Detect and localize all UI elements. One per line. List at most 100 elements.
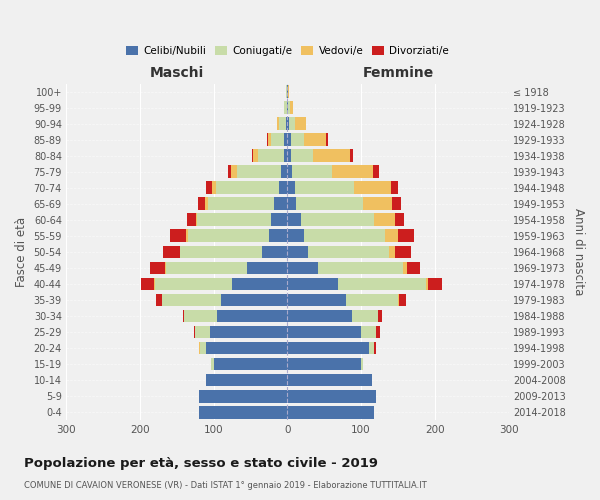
Bar xyxy=(361,358,364,370)
Bar xyxy=(229,166,232,178)
Bar xyxy=(274,198,287,210)
Bar xyxy=(232,166,237,178)
Bar xyxy=(206,342,287,354)
Bar xyxy=(287,134,291,146)
Bar xyxy=(170,230,187,242)
Bar xyxy=(326,134,328,146)
Bar xyxy=(154,278,155,290)
Bar xyxy=(313,150,350,162)
Text: Popolazione per età, sesso e stato civile - 2019: Popolazione per età, sesso e stato civil… xyxy=(24,458,378,470)
Bar xyxy=(295,118,306,130)
Bar xyxy=(296,198,362,210)
Bar xyxy=(269,230,287,242)
Bar xyxy=(287,326,361,338)
Bar xyxy=(214,358,287,370)
Bar xyxy=(287,102,288,114)
Bar xyxy=(195,326,210,338)
Bar xyxy=(278,118,286,130)
Bar xyxy=(206,182,212,194)
Bar xyxy=(199,390,287,402)
Bar xyxy=(286,118,287,130)
Bar xyxy=(374,342,376,354)
Bar xyxy=(287,342,368,354)
Bar xyxy=(287,374,372,386)
Bar xyxy=(398,294,399,306)
Bar xyxy=(373,166,379,178)
Bar xyxy=(278,182,287,194)
Bar xyxy=(166,262,247,274)
Legend: Celibi/Nubili, Coniugati/e, Vedovi/e, Divorziati/e: Celibi/Nubili, Coniugati/e, Vedovi/e, Di… xyxy=(122,42,453,60)
Bar xyxy=(288,86,289,98)
Bar xyxy=(291,150,313,162)
Bar xyxy=(361,326,376,338)
Bar xyxy=(216,182,278,194)
Bar xyxy=(217,310,287,322)
Bar xyxy=(319,262,403,274)
Bar xyxy=(407,262,420,274)
Bar xyxy=(287,166,292,178)
Bar xyxy=(389,246,395,258)
Bar xyxy=(428,278,442,290)
Bar xyxy=(253,150,258,162)
Bar xyxy=(198,198,205,210)
Bar xyxy=(150,262,165,274)
Bar xyxy=(188,230,269,242)
Bar xyxy=(287,182,295,194)
Bar xyxy=(292,166,332,178)
Bar xyxy=(163,246,179,258)
Bar xyxy=(362,198,392,210)
Text: Maschi: Maschi xyxy=(149,66,204,80)
Bar xyxy=(181,246,262,258)
Bar xyxy=(385,230,398,242)
Bar xyxy=(287,310,352,322)
Bar xyxy=(374,214,395,226)
Bar xyxy=(232,278,287,290)
Bar xyxy=(252,150,253,162)
Bar xyxy=(287,230,304,242)
Bar xyxy=(194,326,195,338)
Bar xyxy=(352,310,378,322)
Bar xyxy=(287,198,296,210)
Bar xyxy=(267,134,268,146)
Bar xyxy=(262,246,287,258)
Bar xyxy=(350,150,353,162)
Bar xyxy=(271,214,287,226)
Text: COMUNE DI CAVAION VERONESE (VR) - Dati ISTAT 1° gennaio 2019 - Elaborazione TUTT: COMUNE DI CAVAION VERONESE (VR) - Dati I… xyxy=(24,481,427,490)
Bar xyxy=(287,118,289,130)
Bar xyxy=(399,294,406,306)
Bar xyxy=(287,246,308,258)
Bar xyxy=(289,118,295,130)
Bar xyxy=(182,310,184,322)
Bar xyxy=(197,214,271,226)
Bar xyxy=(200,342,206,354)
Bar xyxy=(208,198,274,210)
Y-axis label: Fasce di età: Fasce di età xyxy=(15,217,28,287)
Bar xyxy=(284,102,287,114)
Bar xyxy=(196,214,197,226)
Bar xyxy=(395,214,404,226)
Bar xyxy=(287,278,338,290)
Bar xyxy=(156,294,162,306)
Bar xyxy=(284,150,287,162)
Bar xyxy=(286,86,287,98)
Bar xyxy=(184,310,217,322)
Bar xyxy=(287,406,374,418)
Bar xyxy=(395,246,411,258)
Bar xyxy=(398,230,414,242)
Bar xyxy=(187,230,188,242)
Bar xyxy=(206,374,287,386)
Bar xyxy=(199,342,200,354)
Bar xyxy=(211,358,214,370)
Bar xyxy=(308,246,389,258)
Bar xyxy=(287,262,319,274)
Bar xyxy=(287,214,301,226)
Bar xyxy=(290,102,293,114)
Bar xyxy=(140,278,154,290)
Bar xyxy=(165,262,166,274)
Bar xyxy=(287,390,376,402)
Bar xyxy=(288,102,290,114)
Bar xyxy=(338,278,426,290)
Bar xyxy=(179,246,181,258)
Bar xyxy=(287,150,291,162)
Bar xyxy=(403,262,407,274)
